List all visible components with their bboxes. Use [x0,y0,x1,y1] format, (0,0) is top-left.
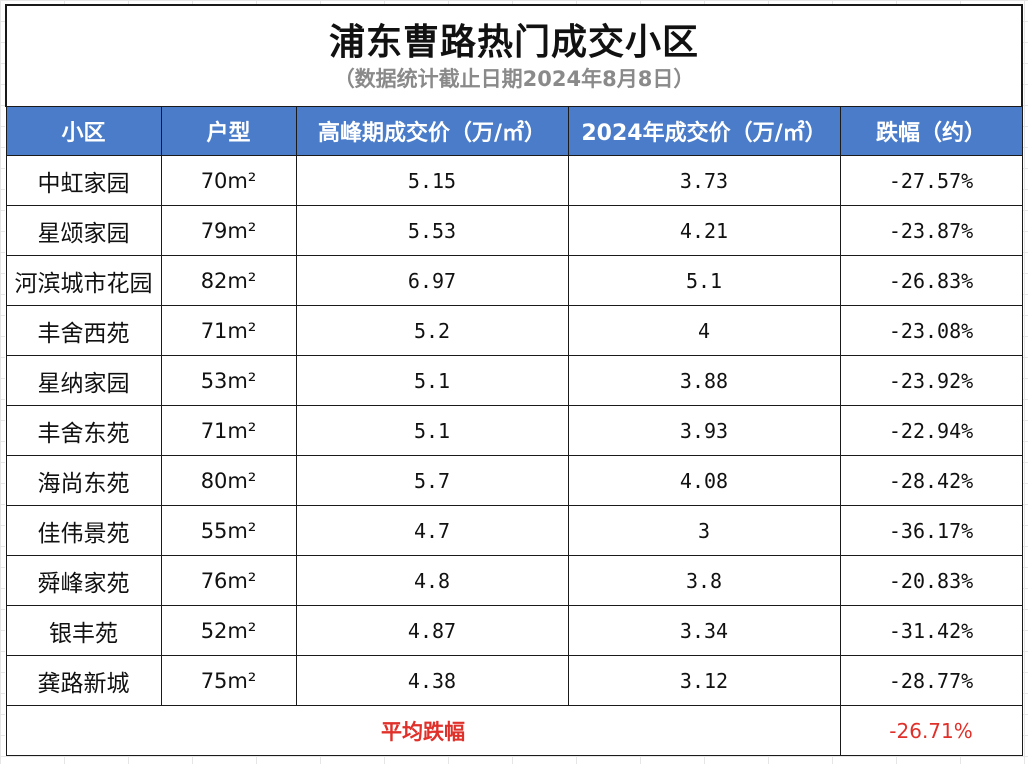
cell-decline: -22.94% [839,405,1023,456]
cell-decline: -31.42% [839,605,1023,656]
average-decline-value: -26.71% [839,705,1023,756]
cell-decline: -28.42% [839,455,1023,506]
cell-unit-size: 71m² [160,305,297,356]
cell-decline: -23.87% [839,205,1023,256]
cell-unit-size: 80m² [160,455,297,506]
table-row: 银丰苑 52m² 4.87 3.34 -31.42% [5,605,1023,656]
data-rows: 中虹家园 70m² 5.15 3.73 -27.57% 星颂家园 79m² 5.53 4.21-… [5,155,1023,706]
cell-decline: -36.17% [839,505,1023,556]
cell-unit-size: 70m² [160,155,297,206]
title-row: 浦东曹路热门成交小区 （数据统计截止日期2024年8月8日） [4,4,1024,107]
cell-decline: -23.92% [839,355,1023,406]
table-row: 海尚东苑 80m² 5.7 4.08 -28.42% [5,455,1023,506]
cell-community: 星纳家园 [5,355,162,406]
cell-peak-price: 5.53 [295,205,569,256]
table-row: 星颂家园 79m² 5.53 4.21 -23.87% [5,205,1023,256]
table-row: 河滨城市花园 82m² 6.97 5.1 -26.83% [5,255,1023,306]
table-row: 佳伟景苑 55m² 4.7 3 -36.17% [5,505,1023,556]
table-row: 丰舍西苑 71m² 5.2 4 -23.08% [5,305,1023,356]
column-header-2024-price: 2024年成交价（万/㎡） [567,106,841,156]
cell-unit-size: 79m² [160,205,297,256]
cell-peak-price: 5.7 [295,455,569,506]
cell-community: 河滨城市花园 [5,255,162,306]
cell-community: 佳伟景苑 [5,505,162,556]
cell-peak-price: 4.87 [295,605,569,656]
cell-2024-price: 3.34 [567,605,841,656]
column-header-decline: 跌幅（约） [839,106,1023,156]
table-body: 浦东曹路热门成交小区 （数据统计截止日期2024年8月8日） 小区 户型 高峰期… [4,4,1024,156]
cell-unit-size: 76m² [160,555,297,606]
column-header-peak-price: 高峰期成交价（万/㎡） [295,106,569,156]
cell-peak-price: 5.2 [295,305,569,356]
table-row: 星纳家园 53m² 5.1 3.88 -23.92% [5,355,1023,406]
cell-2024-price: 5.1 [567,255,841,306]
cell-2024-price: 3 [567,505,841,556]
cell-decline: -27.57% [839,155,1023,206]
average-row: 平均跌幅 -26.71% [5,705,1023,756]
cell-unit-size: 53m² [160,355,297,406]
table-row: 丰舍东苑 71m² 5.1 3.93 -22.94% [5,405,1023,456]
cell-unit-size: 75m² [160,655,297,706]
cell-2024-price: 3.93 [567,405,841,456]
column-header-community: 小区 [5,106,162,156]
cell-peak-price: 4.38 [295,655,569,706]
cell-2024-price: 4.21 [567,205,841,256]
cell-2024-price: 3.12 [567,655,841,706]
cell-community: 舜峰家苑 [5,555,162,606]
table-row: 龚路新城 75m² 4.38 3.12 -28.77% [5,655,1023,706]
cell-peak-price: 5.1 [295,405,569,456]
cell-unit-size: 55m² [160,505,297,556]
table-footer: 平均跌幅 -26.71% [5,705,1023,756]
cell-decline: -23.08% [839,305,1023,356]
cell-community: 银丰苑 [5,605,162,656]
title-cell: 浦东曹路热门成交小区 （数据统计截止日期2024年8月8日） [4,4,1024,107]
cell-2024-price: 3.8 [567,555,841,606]
cell-community: 丰舍西苑 [5,305,162,356]
page-title: 浦东曹路热门成交小区 [329,22,700,63]
header-row: 小区 户型 高峰期成交价（万/㎡） 2024年成交价（万/㎡） 跌幅（约） [5,106,1023,156]
cell-community: 丰舍东苑 [5,405,162,456]
price-table: 浦东曹路热门成交小区 （数据统计截止日期2024年8月8日） 小区 户型 高峰期… [4,4,1024,756]
average-decline-label: 平均跌幅 [5,705,841,756]
cell-peak-price: 5.15 [295,155,569,206]
table-row: 舜峰家苑 76m² 4.8 3.8 -20.83% [5,555,1023,606]
cell-community: 中虹家园 [5,155,162,206]
table-row: 中虹家园 70m² 5.15 3.73 -27.57% [5,155,1023,206]
cell-2024-price: 4 [567,305,841,356]
cell-unit-size: 52m² [160,605,297,656]
cell-community: 海尚东苑 [5,455,162,506]
cell-community: 龚路新城 [5,655,162,706]
cell-2024-price: 3.88 [567,355,841,406]
cell-2024-price: 3.73 [567,155,841,206]
cell-decline: -26.83% [839,255,1023,306]
column-header-unit-size: 户型 [160,106,297,156]
cell-community: 星颂家园 [5,205,162,256]
cell-unit-size: 82m² [160,255,297,306]
cell-peak-price: 5.1 [295,355,569,406]
cell-unit-size: 71m² [160,405,297,456]
cell-decline: -28.77% [839,655,1023,706]
cell-decline: -20.83% [839,555,1023,606]
cell-peak-price: 4.7 [295,505,569,556]
page-subtitle: （数据统计截止日期2024年8月8日） [333,67,695,91]
cell-2024-price: 4.08 [567,455,841,506]
cell-peak-price: 6.97 [295,255,569,306]
cell-peak-price: 4.8 [295,555,569,606]
